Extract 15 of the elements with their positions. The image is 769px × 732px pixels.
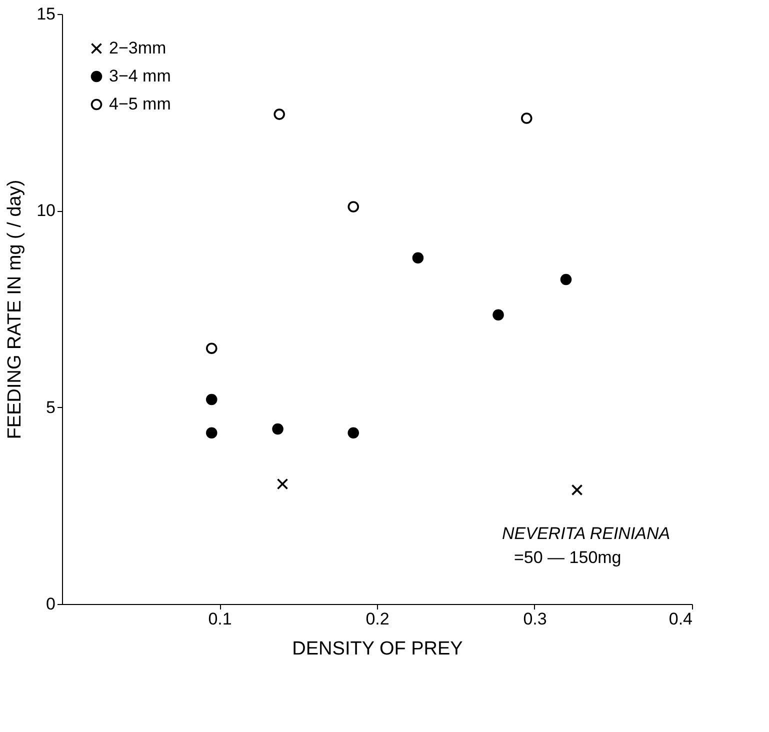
x-tick-label: 0.2 bbox=[366, 610, 390, 628]
y-axis-title: FEEDING RATE IN mg ( / day) bbox=[4, 180, 26, 440]
x-tick-label: 0.3 bbox=[523, 610, 547, 628]
x-axis-title: DENSITY OF PREY bbox=[292, 638, 464, 660]
legend-label: 4−5 mm bbox=[109, 94, 171, 114]
x-tick-label: 0.4 bbox=[668, 610, 692, 628]
y-tick-label: 10 bbox=[36, 201, 56, 220]
annotation: =50 — 150mg bbox=[514, 548, 622, 567]
y-tick-label: 5 bbox=[46, 398, 56, 417]
y-tick-label: 15 bbox=[36, 4, 56, 24]
x-tick-label: 0.1 bbox=[208, 610, 232, 628]
legend-label: 3−4 mm bbox=[109, 66, 171, 86]
annotation: NEVERITA REINIANA bbox=[502, 524, 670, 543]
y-tick-label: 0 bbox=[46, 594, 56, 614]
legend-label: 2−3mm bbox=[109, 38, 166, 58]
